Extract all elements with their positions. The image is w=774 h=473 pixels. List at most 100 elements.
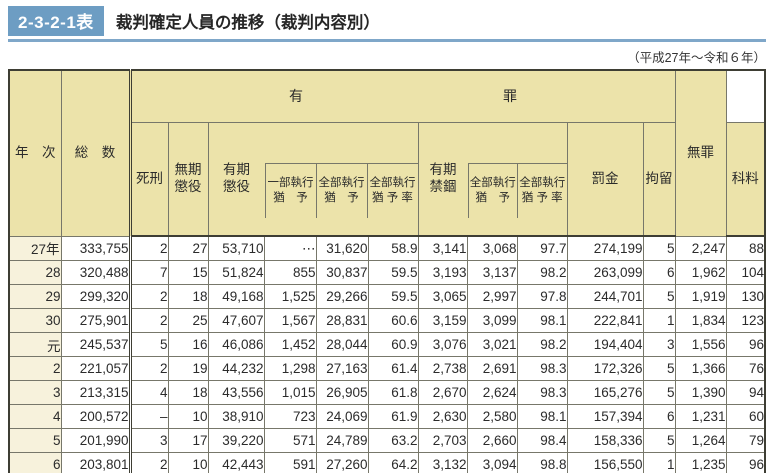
- value-cell: 43,556: [207, 380, 265, 405]
- value-cell: 39,220: [207, 428, 265, 453]
- value-cell: 97.7: [516, 235, 568, 261]
- table-row: 4 200,572 – 10 38,910 723 24,069 61.9 2,…: [8, 404, 766, 429]
- value-cell: 245,537: [60, 332, 132, 357]
- value-cell: 1,390: [674, 380, 727, 405]
- table-number-badge: 2-3-2-1表: [8, 6, 104, 36]
- value-cell: 28,831: [315, 308, 369, 333]
- value-cell: 88: [725, 235, 766, 261]
- period-note: （平成27年～令和６年）: [627, 51, 766, 65]
- value-cell: 5: [642, 235, 676, 261]
- value-cell: 591: [263, 452, 317, 473]
- value-cell: 3: [129, 428, 169, 453]
- value-cell: 1: [642, 452, 676, 473]
- value-cell: 4: [129, 380, 169, 405]
- value-cell: 1,231: [674, 404, 727, 429]
- value-cell: 123: [725, 308, 766, 333]
- year-cell: 29: [8, 284, 62, 309]
- value-cell: 1,298: [263, 356, 317, 381]
- value-cell: 723: [263, 404, 317, 429]
- header-spacer: [265, 140, 418, 163]
- value-cell: 27,260: [315, 452, 369, 473]
- value-cell: 1,919: [674, 284, 727, 309]
- header-fixed-term-imprisonment-group: 有期 懲役 一部執行 猶 予 全部執行 猶 予 全部執行 猶 予 率: [207, 122, 419, 238]
- value-cell: 2,630: [417, 404, 468, 429]
- value-cell: 3,021: [466, 332, 518, 357]
- table-row: 30 275,901 2 25 47,607 1,567 28,831 60.6…: [8, 308, 766, 333]
- header-year: 年 次: [8, 69, 62, 237]
- table-row: 27年 333,755 2 27 53,710 ⋯ 31,620 58.9 3,…: [8, 235, 766, 261]
- value-cell: 98.1: [516, 308, 568, 333]
- value-cell: 49,168: [207, 284, 265, 309]
- table-row: 3 213,315 4 18 43,556 1,015 26,905 61.8 …: [8, 380, 766, 405]
- value-cell: 1,264: [674, 428, 727, 453]
- value-cell: 53,710: [207, 235, 265, 261]
- value-cell: 2,691: [466, 356, 518, 381]
- value-cell: 18: [167, 380, 209, 405]
- value-cell: 98.2: [516, 332, 568, 357]
- value-cell: 2: [129, 235, 169, 261]
- value-cell: 3,132: [417, 452, 468, 473]
- value-cell: 1,452: [263, 332, 317, 357]
- value-cell: 38,910: [207, 404, 265, 429]
- value-cell: 61.4: [367, 356, 419, 381]
- value-cell: 3,068: [466, 235, 518, 261]
- value-cell: 203,801: [60, 452, 132, 473]
- year-cell: 2: [8, 356, 62, 381]
- header-guilty-group: 有 罪: [129, 69, 676, 124]
- table-row: 5 201,990 3 17 39,220 571 24,789 63.2 2,…: [8, 428, 766, 453]
- header-fixed-term-kinko-group: 有期 禁錮 全部執行 猶 予 全部執行 猶 予 率: [417, 122, 568, 238]
- value-cell: 5: [642, 428, 676, 453]
- year-cell: 30: [8, 308, 62, 333]
- value-cell: 47,607: [207, 308, 265, 333]
- value-cell: 213,315: [60, 380, 132, 405]
- value-cell: 221,057: [60, 356, 132, 381]
- value-cell: 3,094: [466, 452, 518, 473]
- year-cell: 6: [8, 452, 62, 473]
- value-cell: 15: [167, 260, 209, 285]
- year-cell: 5: [8, 428, 62, 453]
- table-row: 元 245,537 5 16 46,086 1,452 28,044 60.9 …: [8, 332, 766, 357]
- value-cell: 18: [167, 284, 209, 309]
- value-cell: 222,841: [566, 308, 644, 333]
- value-cell: 27,163: [315, 356, 369, 381]
- value-cell: 30,837: [315, 260, 369, 285]
- value-cell: 2,624: [466, 380, 518, 405]
- value-cell: 201,990: [60, 428, 132, 453]
- year-cell: 元: [8, 332, 62, 357]
- header-detention: 拘留: [642, 122, 676, 238]
- value-cell: 97.8: [516, 284, 568, 309]
- year-cell: 3: [8, 380, 62, 405]
- value-cell: 42,443: [207, 452, 265, 473]
- value-cell: 2,580: [466, 404, 518, 429]
- value-cell: 571: [263, 428, 317, 453]
- value-cell: 244,701: [566, 284, 644, 309]
- header-life-imprisonment: 無期 懲役: [167, 122, 209, 238]
- value-cell: 28,044: [315, 332, 369, 357]
- value-cell: 1: [642, 308, 676, 333]
- value-cell: 1,015: [263, 380, 317, 405]
- value-cell: 26,905: [315, 380, 369, 405]
- value-cell: 3,141: [417, 235, 468, 261]
- header-fixed-term-kinko: 有期 禁錮: [429, 162, 457, 195]
- value-cell: 59.5: [367, 284, 419, 309]
- value-cell: 320,488: [60, 260, 132, 285]
- value-cell: 98.8: [516, 452, 568, 473]
- value-cell: 29,266: [315, 284, 369, 309]
- value-cell: 3: [642, 332, 676, 357]
- table-row: 28 320,488 7 15 51,824 855 30,837 59.5 3…: [8, 260, 766, 285]
- value-cell: 5: [129, 332, 169, 357]
- value-cell: 24,789: [315, 428, 369, 453]
- value-cell: 98.1: [516, 404, 568, 429]
- value-cell: 51,824: [207, 260, 265, 285]
- value-cell: 17: [167, 428, 209, 453]
- table-body: 27年 333,755 2 27 53,710 ⋯ 31,620 58.9 3,…: [8, 235, 766, 473]
- value-cell: 165,276: [566, 380, 644, 405]
- value-cell: 98.4: [516, 428, 568, 453]
- value-cell: 1,834: [674, 308, 727, 333]
- table-row: 6 203,801 2 10 42,443 591 27,260 64.2 3,…: [8, 452, 766, 473]
- value-cell: 10: [167, 452, 209, 473]
- header-partial-suspension: 一部執行 猶 予: [264, 163, 316, 219]
- value-cell: 98.2: [516, 260, 568, 285]
- title-bar: 2-3-2-1表 裁判確定人員の推移（裁判内容別）: [8, 6, 766, 42]
